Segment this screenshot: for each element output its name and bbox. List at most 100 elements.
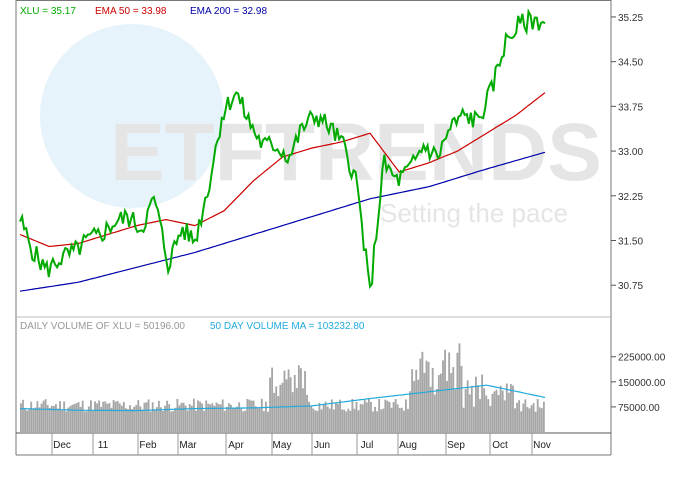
- volume-bar: [168, 404, 171, 432]
- volume-bar: [203, 410, 206, 432]
- volume-bar: [197, 400, 199, 432]
- volume-bar: [199, 401, 201, 432]
- volume-bar: [398, 407, 401, 432]
- volume-bar: [435, 388, 438, 432]
- volume-bar: [36, 401, 39, 432]
- volume-bar: [38, 407, 41, 432]
- volume-bar: [429, 386, 432, 432]
- price-tick-label: 32.25: [618, 192, 643, 203]
- volume-bar: [246, 398, 249, 432]
- volume-bar: [44, 399, 47, 432]
- volume-bar: [139, 406, 142, 432]
- volume-bar: [520, 411, 523, 432]
- volume-bar: [528, 408, 531, 432]
- volume-bar: [57, 408, 59, 432]
- volume-bar: [219, 404, 222, 432]
- volume-bar: [96, 403, 99, 432]
- volume-bar: [427, 361, 430, 432]
- volume-bar: [269, 377, 271, 432]
- volume-bar: [475, 376, 477, 432]
- volume-bar: [94, 401, 96, 432]
- price-tick-label: 33.75: [618, 102, 643, 113]
- volume-bar: [273, 392, 276, 432]
- volume-bar: [213, 405, 216, 432]
- volume-bar: [501, 390, 504, 432]
- volume-bar: [386, 400, 389, 432]
- price-tick-label: 35.25: [618, 13, 643, 24]
- volume-bar: [310, 405, 313, 432]
- volume-bar: [30, 401, 33, 432]
- volume-bar: [166, 400, 169, 432]
- date-tick-label: Oct: [492, 440, 508, 451]
- volume-bar: [396, 404, 399, 432]
- volume-bar: [440, 373, 442, 432]
- volume-bar: [244, 410, 247, 432]
- volume-bar: [512, 385, 514, 432]
- watermark: ETFTRENDS Setting the pace: [40, 24, 602, 228]
- volume-bar: [20, 403, 22, 432]
- volume-bar: [232, 408, 234, 432]
- volume-bar: [472, 406, 475, 432]
- volume-bar: [415, 369, 418, 432]
- volume-bar: [79, 406, 82, 432]
- volume-bar: [267, 411, 269, 432]
- volume-bar: [380, 409, 383, 432]
- date-tick-label: May: [273, 440, 292, 451]
- date-tick-label: Jul: [361, 440, 374, 451]
- volume-bar: [425, 360, 428, 432]
- volume-bar: [46, 404, 49, 432]
- volume-bar: [514, 408, 516, 432]
- volume-bar: [297, 365, 300, 432]
- watermark-brand: ETFTRENDS: [110, 107, 602, 198]
- volume-bar: [63, 401, 66, 432]
- volume-bar: [431, 367, 434, 432]
- volume-bar: [505, 383, 508, 432]
- volume-bar: [452, 367, 455, 432]
- volume-bar: [65, 411, 68, 432]
- volume-bar: [337, 403, 339, 432]
- price-tick-label: 34.50: [618, 58, 643, 69]
- volume-bar: [314, 410, 317, 432]
- volume-bar: [22, 399, 24, 432]
- volume-bar: [448, 352, 451, 432]
- volume-bar: [55, 404, 57, 432]
- volume-bar: [240, 408, 243, 432]
- volume-bar: [120, 405, 123, 432]
- volume-bar: [164, 405, 166, 432]
- volume-bar: [254, 406, 257, 432]
- volume-bar: [160, 407, 162, 432]
- price-tick-label: 30.75: [618, 281, 643, 292]
- volume-axis: 225000.00 150000.00 75000.00: [611, 353, 666, 414]
- volume-bar: [104, 401, 107, 432]
- volume-bar: [61, 410, 64, 432]
- volume-bar: [129, 405, 131, 432]
- volume-bar: [260, 398, 263, 432]
- volume-bar: [110, 407, 113, 432]
- volume-bar: [462, 407, 465, 432]
- volume-bar: [390, 407, 393, 432]
- volume-bar: [318, 402, 321, 432]
- watermark-globe: [40, 24, 224, 208]
- volume-bar: [538, 407, 541, 432]
- volume-bar: [242, 411, 245, 432]
- volume-bar: [250, 400, 253, 432]
- volume-bar: [312, 408, 315, 432]
- volume-bar: [433, 394, 436, 432]
- volume-tick-label: 225000.00: [618, 353, 666, 364]
- volume-bar: [493, 391, 496, 432]
- legend-ema50: EMA 50 = 33.98: [95, 6, 167, 17]
- volume-bar: [446, 380, 449, 432]
- volume-bar: [283, 370, 286, 432]
- volume-bar: [188, 404, 191, 432]
- volume-bar: [388, 401, 391, 432]
- volume-bar: [295, 387, 298, 432]
- volume-bar: [411, 369, 414, 432]
- legend-volume-ma: 50 DAY VOLUME MA = 103232.80: [210, 321, 365, 332]
- volume-bar: [135, 405, 138, 432]
- ema50-line: [19, 92, 546, 248]
- volume-bar: [122, 401, 125, 432]
- volume-bar: [209, 404, 212, 432]
- volume-bar: [392, 402, 395, 432]
- volume-bar: [125, 408, 127, 432]
- volume-bar: [363, 399, 366, 432]
